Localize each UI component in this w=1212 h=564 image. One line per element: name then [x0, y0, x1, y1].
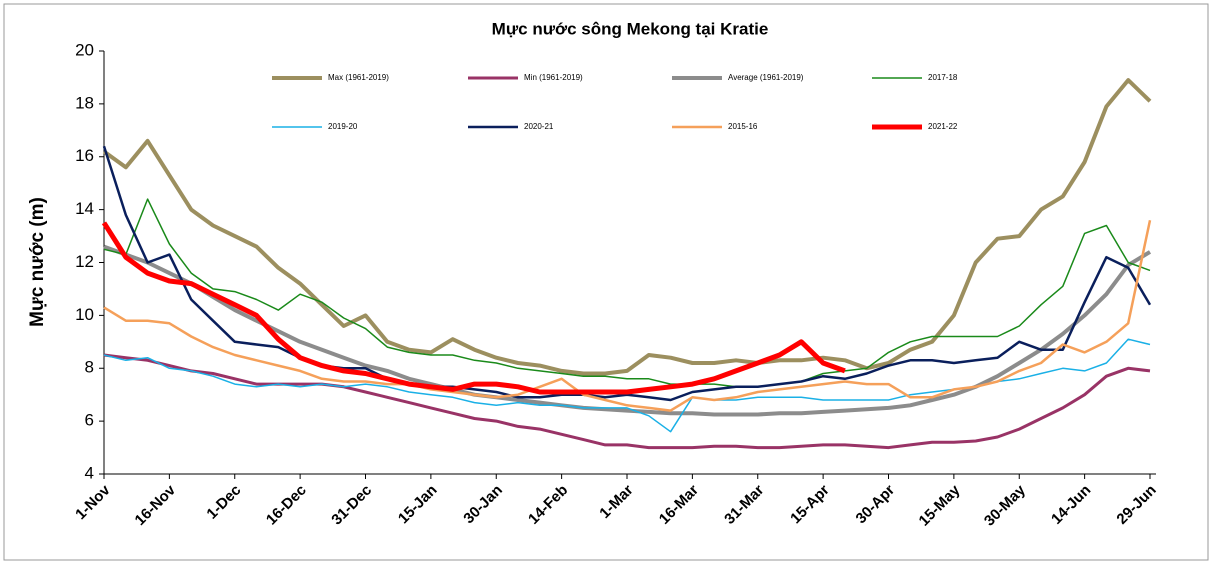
y-tick-label: 12 — [75, 252, 94, 271]
y-tick-label: 4 — [85, 463, 94, 482]
legend-label: 2020-21 — [524, 122, 554, 131]
y-tick-label: 20 — [75, 40, 94, 59]
y-tick-label: 8 — [85, 358, 94, 377]
series-line — [102, 145, 1152, 402]
chart-title: Mực nước sông Mekong tại Kratie — [492, 19, 769, 38]
y-tick-label: 16 — [75, 146, 94, 165]
y-tick-label: 10 — [75, 305, 94, 324]
y-tick-label: 18 — [75, 93, 94, 112]
legend-label: 2021-22 — [928, 122, 958, 131]
series-line — [103, 219, 1152, 412]
series-line — [103, 198, 1151, 388]
legend-label: Min (1961-2019) — [524, 73, 583, 82]
series-line — [102, 78, 1152, 376]
legend-label: Max (1961-2019) — [328, 73, 389, 82]
y-tick-label: 6 — [85, 411, 94, 430]
legend-label: 2015-16 — [728, 122, 758, 131]
series-line — [101, 221, 846, 395]
legend-label: 2019-20 — [328, 122, 358, 131]
y-tick-label: 14 — [75, 199, 94, 218]
legend-label: 2017-18 — [928, 73, 958, 82]
legend-label: Average (1961-2019) — [728, 73, 804, 82]
y-axis-label: Mực nước (m) — [27, 197, 48, 327]
